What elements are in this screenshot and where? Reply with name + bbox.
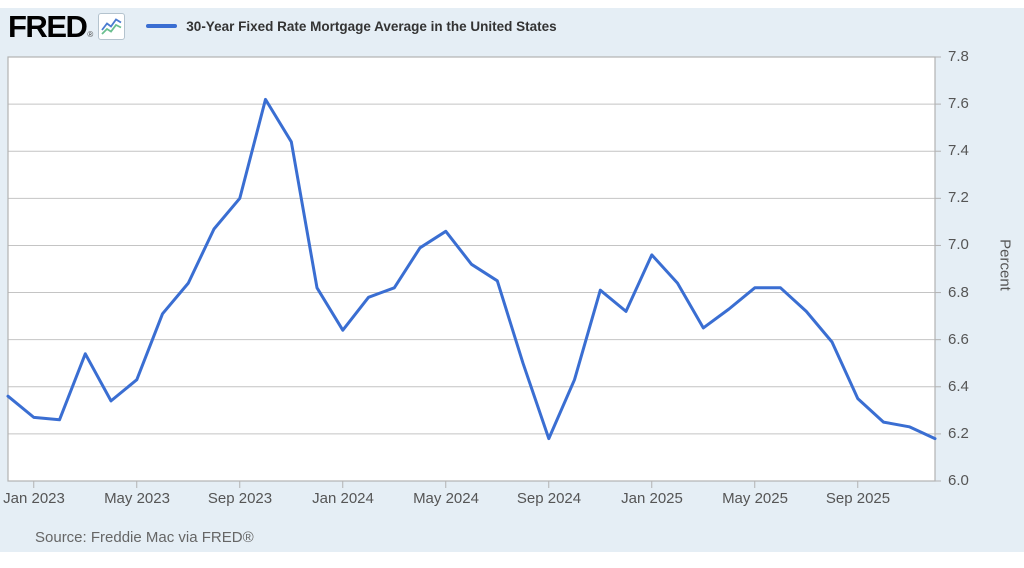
fred-logo[interactable]: FRED ® [8,8,126,44]
series-title: 30-Year Fixed Rate Mortgage Average in t… [186,18,557,34]
source-note: Source: Freddie Mac via FRED® [35,529,254,546]
legend-line-swatch [146,24,178,28]
plot-area [8,57,935,481]
fred-logo-text: FRED [8,8,88,44]
line-chart-icon [98,12,126,40]
registered-mark: ® [87,29,94,39]
series-legend[interactable]: 30-Year Fixed Rate Mortgage Average in t… [146,18,557,34]
chart-header: FRED ® 30-Year Fixed Rate Mortgage Avera… [8,9,557,43]
series-line [6,97,937,441]
plot-frame [7,56,936,482]
